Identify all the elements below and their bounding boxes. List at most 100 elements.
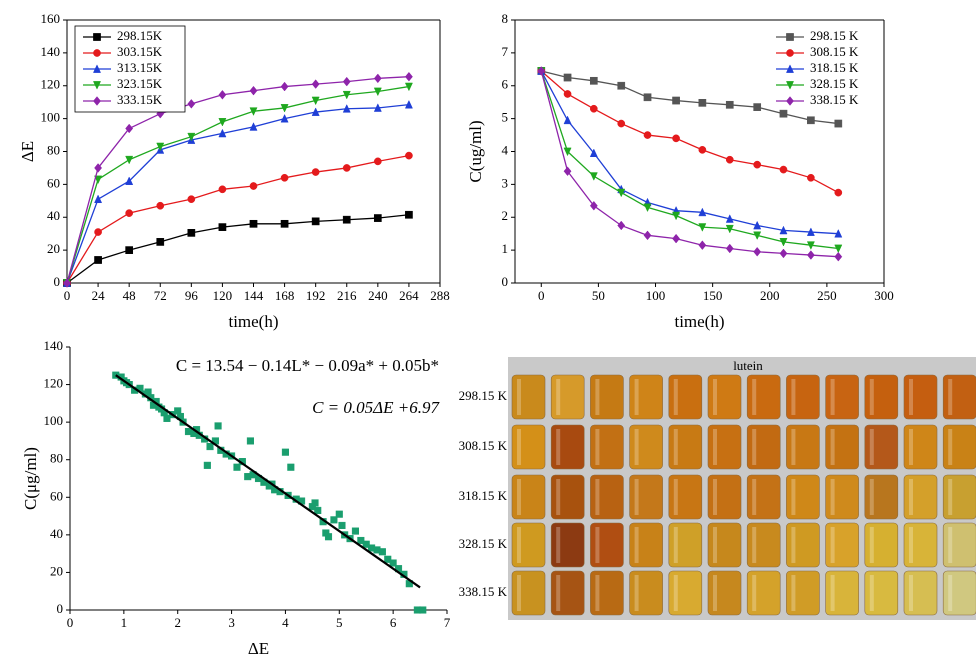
annotation: C = 0.05ΔE +6.97: [312, 398, 440, 417]
x-tick-label: 168: [275, 288, 295, 303]
marker: [330, 516, 338, 524]
marker: [125, 176, 134, 185]
series-line: [66, 214, 409, 284]
vial-highlight: [791, 575, 796, 611]
marker: [779, 109, 788, 118]
y-tick-label: 7: [502, 44, 509, 59]
marker: [537, 66, 546, 76]
vial-highlight: [713, 527, 717, 563]
marker: [725, 155, 734, 164]
legend-marker: [786, 64, 794, 73]
marker: [125, 246, 134, 254]
marker: [834, 188, 843, 197]
x-tick-label: 5: [336, 615, 343, 630]
legend-marker: [93, 49, 101, 57]
vial: [746, 474, 781, 520]
vial-highlight: [909, 575, 913, 611]
marker: [779, 248, 788, 259]
vial: [942, 424, 976, 470]
series-line: [66, 76, 409, 284]
marker: [342, 215, 351, 224]
x-tick-label: 200: [760, 288, 780, 303]
x-axis-label: ΔE: [248, 639, 269, 658]
y-tick-label: 100: [44, 413, 64, 428]
marker: [311, 217, 320, 226]
y-tick-label: 40: [47, 208, 60, 223]
vial: [511, 522, 546, 568]
marker: [311, 168, 320, 176]
marker: [280, 173, 289, 182]
marker: [218, 185, 227, 194]
marker: [94, 256, 102, 264]
marker: [373, 73, 382, 84]
series-line: [66, 85, 410, 284]
marker: [589, 200, 598, 211]
marker: [311, 107, 320, 116]
vial-highlight: [830, 575, 835, 611]
marker: [563, 147, 572, 157]
vial-highlight: [595, 575, 600, 611]
y-tick-label: 4: [502, 142, 509, 157]
vial: [786, 570, 820, 616]
legend-label: 338.15 K: [810, 92, 859, 107]
marker: [563, 115, 572, 125]
vial-highlight: [595, 379, 600, 415]
marker: [280, 81, 289, 92]
x-tick-label: 216: [337, 288, 357, 303]
vial: [590, 374, 624, 420]
marker: [163, 414, 171, 422]
x-tick-label: 6: [390, 615, 397, 630]
vial-highlight: [556, 575, 561, 611]
series-line: [66, 104, 409, 284]
marker: [357, 536, 365, 545]
row-label: 328.15 K: [459, 536, 508, 551]
marker: [94, 175, 103, 185]
series-line: [541, 70, 839, 125]
legend-marker: [93, 33, 101, 41]
vial-highlight: [673, 379, 678, 415]
marker: [643, 230, 652, 241]
marker: [206, 443, 214, 451]
vial-highlight: [713, 479, 717, 515]
vial: [746, 522, 781, 568]
vial-highlight: [791, 379, 796, 415]
vial-highlight: [752, 575, 757, 611]
marker: [384, 555, 392, 563]
legend-marker: [93, 81, 101, 90]
marker: [419, 606, 427, 614]
legend-label: 328.15 K: [810, 76, 859, 91]
y-tick-label: 120: [44, 376, 64, 391]
vial-highlight: [517, 527, 521, 563]
vial-highlight: [909, 379, 913, 415]
marker: [563, 73, 572, 82]
marker: [834, 244, 843, 254]
vial: [668, 570, 703, 616]
marker: [753, 246, 762, 257]
marker: [672, 134, 680, 143]
vial: [942, 374, 976, 420]
y-tick-label: 0: [502, 274, 509, 289]
marker: [753, 231, 762, 241]
x-tick-label: 3: [228, 615, 235, 630]
series-line: [540, 70, 839, 194]
x-tick-label: 0: [64, 288, 71, 303]
vial: [786, 474, 820, 520]
marker: [249, 107, 258, 116]
vial-highlight: [752, 527, 757, 563]
row-label: 338.15 K: [459, 584, 508, 599]
marker: [698, 98, 707, 107]
vial-highlight: [713, 429, 717, 465]
marker: [698, 240, 707, 250]
marker: [672, 233, 681, 244]
marker: [311, 499, 319, 507]
marker: [214, 422, 222, 430]
marker: [125, 123, 134, 134]
marker: [249, 122, 258, 131]
legend-label: 308.15 K: [810, 44, 859, 59]
x-axis-label: time(h): [674, 312, 724, 331]
vial: [864, 474, 899, 520]
vial: [511, 474, 546, 520]
vial: [746, 570, 781, 616]
marker: [563, 166, 572, 177]
vial: [903, 570, 938, 616]
